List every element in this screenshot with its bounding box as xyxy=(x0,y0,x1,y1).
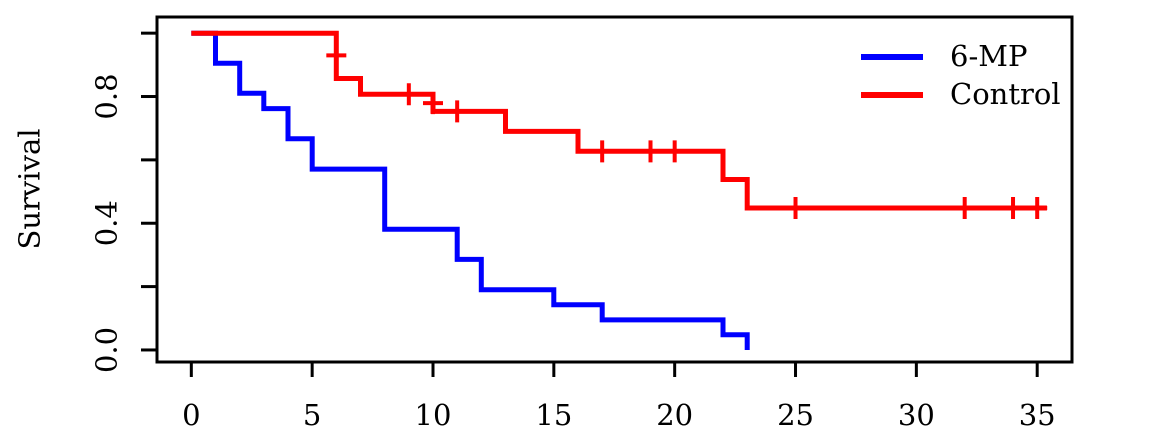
x-axis: 0 5 10 15 20 25 30 35 xyxy=(182,362,1056,432)
censor-mark xyxy=(640,140,661,163)
censor-mark xyxy=(422,92,443,115)
x-tick-label: 20 xyxy=(656,398,693,432)
censor-mark xyxy=(592,140,613,163)
y-tick-label: 0.8 xyxy=(90,73,124,119)
legend: 6-MP Control xyxy=(861,39,1061,111)
censor-mark xyxy=(447,100,468,123)
y-tick-label: 0.4 xyxy=(90,200,124,246)
y-axis-title: Survival xyxy=(13,128,47,249)
x-tick-label: 25 xyxy=(777,398,814,432)
censor-mark xyxy=(398,83,419,106)
km-step-line-control xyxy=(191,30,1047,211)
x-tick-label: 0 xyxy=(182,398,200,432)
x-tick-label: 35 xyxy=(1019,398,1056,432)
censor-mark xyxy=(785,197,806,220)
x-tick-label: 15 xyxy=(535,398,572,432)
censor-mark xyxy=(1003,197,1024,220)
legend-label-control: Control xyxy=(950,77,1061,111)
plot-box xyxy=(155,15,1074,364)
y-axis: 0.0 0.4 0.8 xyxy=(90,31,157,373)
censor-mark xyxy=(1027,197,1048,220)
censor-mark xyxy=(326,44,347,67)
legend-label-6mp: 6-MP xyxy=(950,39,1027,73)
censor-mark xyxy=(954,197,975,220)
censor-marks-layer xyxy=(326,44,1048,220)
x-tick-label: 30 xyxy=(898,398,935,432)
series-layer xyxy=(191,30,1047,350)
x-tick-label: 5 xyxy=(303,398,321,432)
y-tick-label: 0.0 xyxy=(90,327,124,373)
censor-mark xyxy=(664,140,685,163)
km-step-line-6-mp xyxy=(191,30,750,350)
x-tick-label: 10 xyxy=(415,398,452,432)
